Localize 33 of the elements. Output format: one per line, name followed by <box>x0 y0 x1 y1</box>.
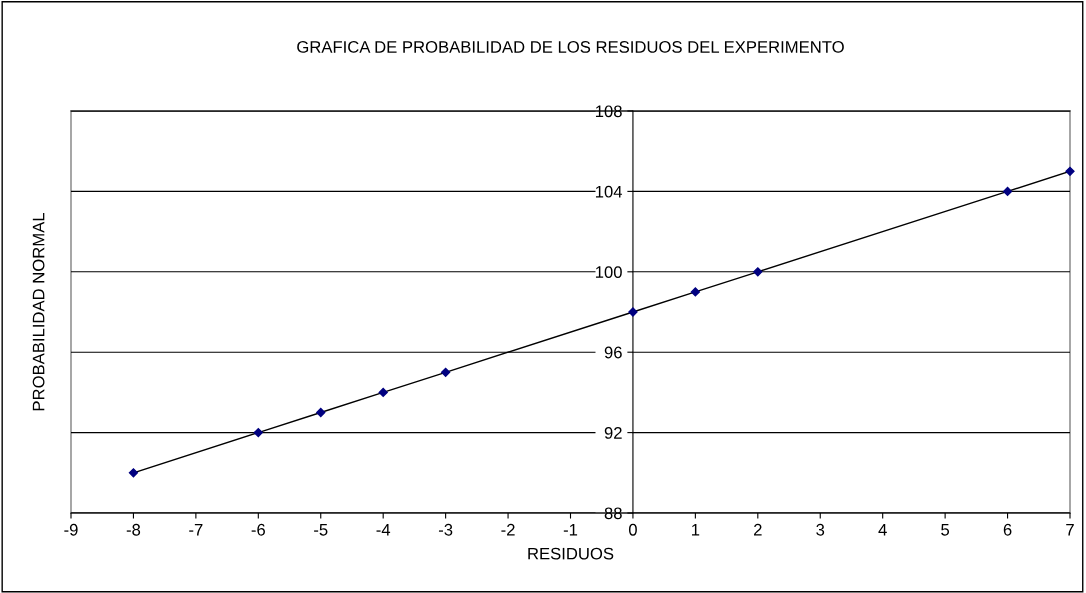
x-tick-label: -7 <box>189 524 203 536</box>
x-tick-label: 5 <box>941 524 950 536</box>
point <box>1065 166 1075 176</box>
x-tick-label: 2 <box>754 523 762 536</box>
x-tick-label: -8 <box>126 523 141 536</box>
x-tick-label: -1 <box>563 524 578 536</box>
point <box>378 387 388 398</box>
x-tick-label: -2 <box>501 523 515 536</box>
x-tick-label: 3 <box>816 523 825 536</box>
y-tick-label: 104 <box>595 185 623 198</box>
x-tick-label: -5 <box>314 524 328 536</box>
x-tick-label: -4 <box>376 524 391 536</box>
x-tick-label: 0 <box>628 523 637 536</box>
y-axis-title: PROBABILIDAD NORMAL <box>32 212 45 411</box>
x-tick-label: -3 <box>438 523 453 536</box>
y-tick-label: 96 <box>604 346 622 359</box>
y-tick-label: 92 <box>604 427 622 439</box>
point <box>690 287 700 297</box>
point <box>753 267 763 277</box>
y-tick-label: 100 <box>595 266 622 278</box>
x-tick-label: 4 <box>878 524 887 536</box>
point <box>253 427 263 438</box>
point <box>441 367 451 377</box>
x-axis-title: RESIDUOS <box>528 547 614 560</box>
x-tick-label: 1 <box>692 524 700 536</box>
point <box>1002 186 1013 197</box>
chart-title: GRAFICA DE PROBABILIDAD DE LOS RESIDUOS DEL EXPERIMENTO <box>297 41 844 53</box>
x-tick-label: 6 <box>1003 523 1012 536</box>
x-tick-label: -9 <box>64 523 78 536</box>
point <box>128 468 139 478</box>
x-tick-label: 7 <box>1066 524 1074 536</box>
x-tick-label: -6 <box>251 523 265 536</box>
point <box>316 407 326 418</box>
